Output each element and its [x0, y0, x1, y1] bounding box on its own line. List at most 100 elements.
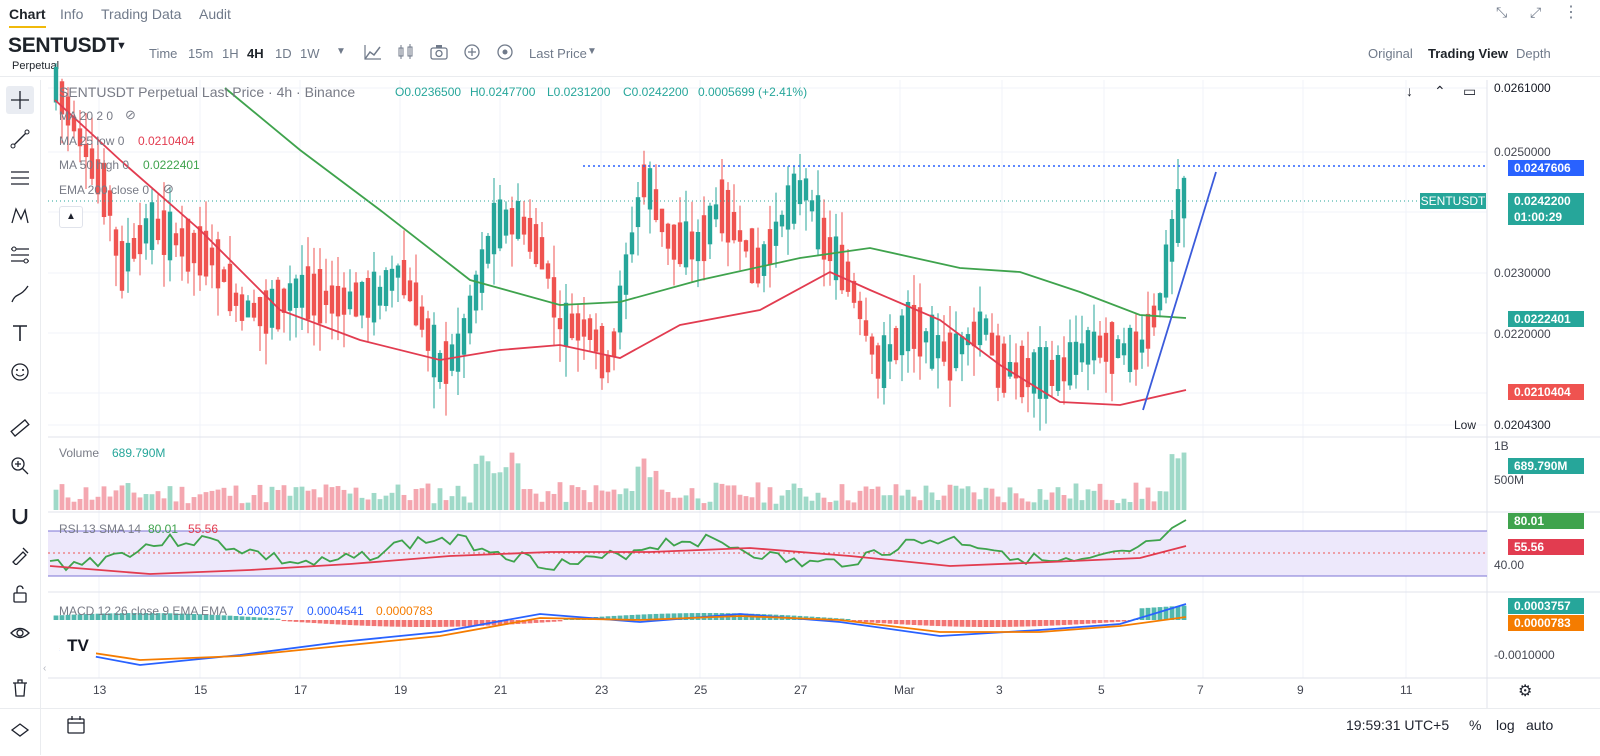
date-axis-label: 5	[1098, 683, 1105, 697]
interval-time[interactable]: Time	[149, 46, 178, 61]
symbol-dropdown-icon[interactable]: ▼	[116, 40, 127, 52]
emoji-icon[interactable]	[6, 358, 34, 386]
trash-icon[interactable]	[6, 674, 34, 702]
volume-bar	[269, 486, 275, 510]
candle-body	[695, 231, 701, 262]
volume-bar	[395, 484, 401, 510]
macd-histogram-bar	[521, 620, 527, 624]
candle-body	[311, 273, 317, 316]
volume-bar	[671, 497, 677, 510]
settings-gear-icon[interactable]: ⚙	[1518, 683, 1533, 700]
tab-info[interactable]: Info	[60, 6, 84, 22]
fullscreen-icon[interactable]: ⤢	[1530, 4, 1542, 20]
interval-1w[interactable]: 1W	[300, 46, 320, 61]
fib-icon[interactable]	[6, 241, 34, 269]
indicator-ma25-label[interactable]: MA 25 low 0	[59, 134, 125, 148]
volume-bar	[425, 483, 431, 510]
indicator-ma20-label[interactable]: MA 20 2 0	[59, 109, 114, 123]
volume-bar	[815, 492, 821, 510]
collapse-toolbar-icon[interactable]: ‹	[43, 663, 47, 674]
macd-histogram-bar	[113, 613, 119, 620]
date-range-icon[interactable]	[66, 715, 86, 735]
text-tool-icon[interactable]	[6, 319, 34, 347]
interval-15m[interactable]: 15m	[188, 46, 214, 61]
candle-body	[683, 221, 689, 268]
volume-bar	[551, 493, 557, 510]
macd-histogram-bar	[863, 620, 869, 623]
eye-icon[interactable]	[6, 619, 34, 647]
candle-body	[437, 352, 443, 382]
crosshair-icon[interactable]	[6, 86, 34, 114]
indicator-ema200-label[interactable]: EMA 200 close 0	[59, 183, 150, 197]
candle-body	[575, 313, 581, 341]
view-trading-view[interactable]: Trading View	[1428, 46, 1508, 61]
auto-toggle[interactable]: auto	[1526, 717, 1554, 733]
ruler-icon[interactable]	[6, 414, 34, 442]
percent-toggle[interactable]: %	[1469, 717, 1482, 733]
magnet-icon[interactable]	[6, 502, 34, 530]
collapse-pane-icon[interactable]: ⌃	[1434, 83, 1446, 99]
candle-body	[845, 261, 851, 292]
indicator-ma50-label[interactable]: MA 50 high 0	[59, 158, 130, 172]
add-indicator-icon[interactable]	[464, 44, 480, 60]
macd-histogram-bar	[299, 620, 305, 623]
macd-histogram-bar	[1049, 620, 1055, 626]
clock-time[interactable]: 19:59:31 UTC+5	[1346, 717, 1450, 733]
collapse-legend-icon[interactable]: ▲	[59, 206, 83, 228]
volume-bar	[203, 492, 209, 510]
maximize-pane-icon[interactable]: ▭	[1463, 83, 1477, 99]
trendline-icon[interactable]	[6, 125, 34, 153]
tab-trading-data[interactable]: Trading Data	[101, 6, 182, 22]
macd-histogram-bar	[497, 620, 503, 625]
download-icon[interactable]: ↓	[1406, 83, 1413, 99]
hidden-eye-icon[interactable]: ⊘	[163, 181, 174, 196]
volume-bar	[473, 463, 479, 510]
view-depth[interactable]: Depth	[1516, 46, 1551, 61]
volume-bar	[647, 477, 653, 510]
macd-histogram-bar	[347, 620, 353, 626]
volume-bar	[1061, 495, 1067, 510]
zoom-in-icon[interactable]	[6, 452, 34, 480]
candle-body	[935, 335, 941, 359]
candle-body	[125, 242, 131, 272]
ohlc-low: L0.0231200	[547, 85, 611, 99]
tab-chart[interactable]: Chart	[9, 6, 46, 28]
macd-histogram-bar	[437, 620, 443, 627]
volume-bar	[359, 497, 365, 510]
indicator-icon[interactable]	[364, 44, 382, 60]
candle-body	[929, 314, 935, 369]
macd-histogram-bar	[905, 620, 911, 625]
candle-type-icon[interactable]	[397, 44, 415, 60]
lock-drawing-icon[interactable]	[6, 541, 34, 569]
log-toggle[interactable]: log	[1496, 717, 1515, 733]
horizontal-lines-icon[interactable]	[6, 164, 34, 192]
interval-4h[interactable]: 4H	[247, 46, 264, 61]
layers-icon[interactable]	[6, 716, 34, 744]
unlock-icon[interactable]	[6, 580, 34, 608]
target-icon[interactable]	[497, 44, 513, 60]
macd-histogram-bar	[221, 615, 227, 620]
candle-body	[941, 341, 947, 362]
interval-1d[interactable]: 1D	[275, 46, 292, 61]
pattern-icon[interactable]	[6, 202, 34, 230]
volume-bar	[317, 497, 323, 510]
more-options-icon[interactable]: ⋮	[1563, 4, 1579, 21]
brush-icon[interactable]	[6, 280, 34, 308]
camera-icon[interactable]	[430, 44, 448, 60]
interval-more-icon[interactable]: ▼	[336, 46, 346, 57]
price-type-select[interactable]: Last Price	[529, 46, 587, 61]
candle-body	[179, 228, 185, 257]
price-type-dropdown-icon[interactable]: ▼	[587, 46, 597, 57]
candle-body	[479, 249, 485, 293]
tab-audit[interactable]: Audit	[199, 6, 231, 22]
symbol-name[interactable]: SENTUSDT	[8, 34, 119, 57]
volume-bar	[491, 473, 497, 510]
interval-1h[interactable]: 1H	[222, 46, 239, 61]
hidden-eye-icon[interactable]: ⊘	[125, 107, 136, 122]
minimize-icon[interactable]: ⤡	[1496, 4, 1508, 20]
candle-body	[965, 334, 971, 346]
view-original[interactable]: Original	[1368, 46, 1413, 61]
macd-histogram-bar	[149, 613, 155, 620]
volume-badge: 689.790M	[1508, 458, 1584, 474]
